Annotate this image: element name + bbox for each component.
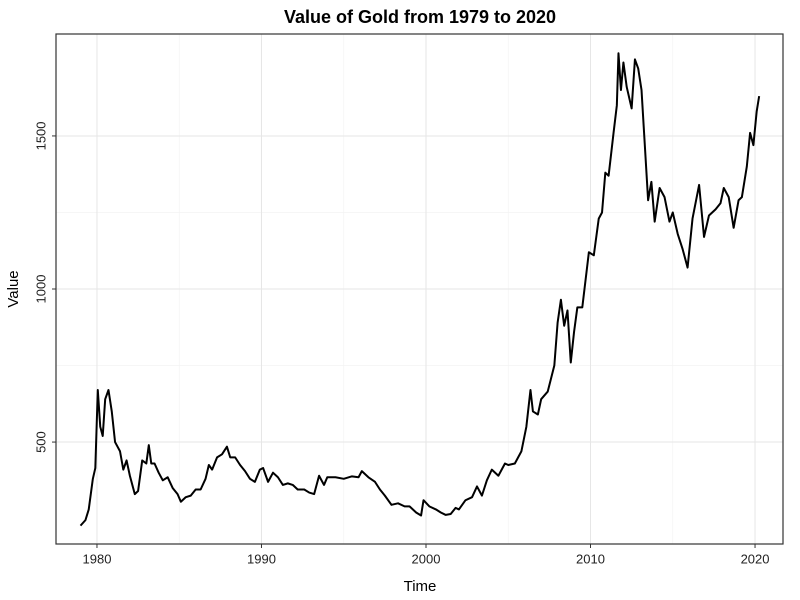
plot-border: [55, 33, 784, 545]
x-tick-label: 2020: [741, 551, 770, 566]
x-tick-label: 1990: [247, 551, 276, 566]
y-tick-label: 500: [33, 431, 48, 453]
y-axis-title: Value: [5, 270, 22, 307]
x-tick-label: 2010: [576, 551, 605, 566]
x-tick-label: 2000: [412, 551, 441, 566]
y-tick-label: 1500: [33, 121, 48, 150]
x-tick-label: 1980: [83, 551, 112, 566]
data-line: [79, 52, 761, 527]
chart-title: Value of Gold from 1979 to 2020: [284, 7, 556, 27]
x-axis-title: Time: [404, 578, 437, 595]
y-tick-label: 1000: [33, 275, 48, 304]
